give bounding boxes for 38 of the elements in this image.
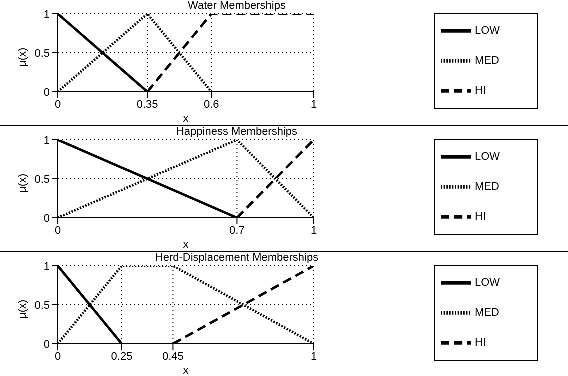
y-axis-title: μ(x) [16, 174, 29, 193]
legend-label: MED [475, 54, 500, 67]
legend-label: HI [475, 210, 486, 223]
x-axis-title: x [183, 239, 190, 251]
y-tick-label: 1 [44, 260, 50, 273]
x-tick-label: 1 [310, 350, 318, 363]
x-tick-label: 0.45 [162, 350, 184, 363]
legend-label: LOW [475, 150, 500, 163]
y-tick-label: 0 [44, 86, 50, 99]
legend-label: HI [475, 84, 486, 97]
y-tick-label: 0 [44, 212, 50, 225]
y-tick-label: 0 [44, 338, 50, 351]
y-tick-label: 1 [44, 134, 50, 147]
legend-label: LOW [475, 24, 500, 37]
y-tick-label: 0.5 [34, 300, 50, 312]
x-tick-label: 0 [54, 98, 62, 111]
chart-title: Water Memberships [186, 0, 287, 12]
x-tick-label: 1 [310, 224, 318, 237]
y-tick-label: 1 [44, 8, 50, 21]
legend-label: MED [475, 180, 500, 193]
y-tick-label: 0.5 [34, 174, 50, 186]
x-tick-label: 0 [54, 224, 62, 237]
chart-title: Happiness Memberships [175, 126, 299, 138]
x-tick-label: 0.7 [230, 224, 245, 237]
y-axis-title: μ(x) [16, 300, 29, 319]
x-axis-title: x [183, 113, 190, 125]
legend-label: HI [475, 336, 486, 349]
x-tick-label: 0.25 [111, 350, 133, 363]
chart-title: Herd-Displacement Memberships [154, 252, 320, 264]
x-tick-label: 0.35 [136, 98, 158, 111]
x-axis-title: x [183, 365, 190, 376]
y-axis-title: μ(x) [16, 48, 29, 67]
x-tick-label: 0 [54, 350, 62, 363]
x-tick-label: 0.6 [204, 98, 220, 111]
x-tick-label: 1 [310, 98, 318, 111]
legend-label: MED [475, 306, 500, 319]
legend-label: LOW [475, 276, 500, 289]
y-tick-label: 0.5 [34, 48, 50, 60]
